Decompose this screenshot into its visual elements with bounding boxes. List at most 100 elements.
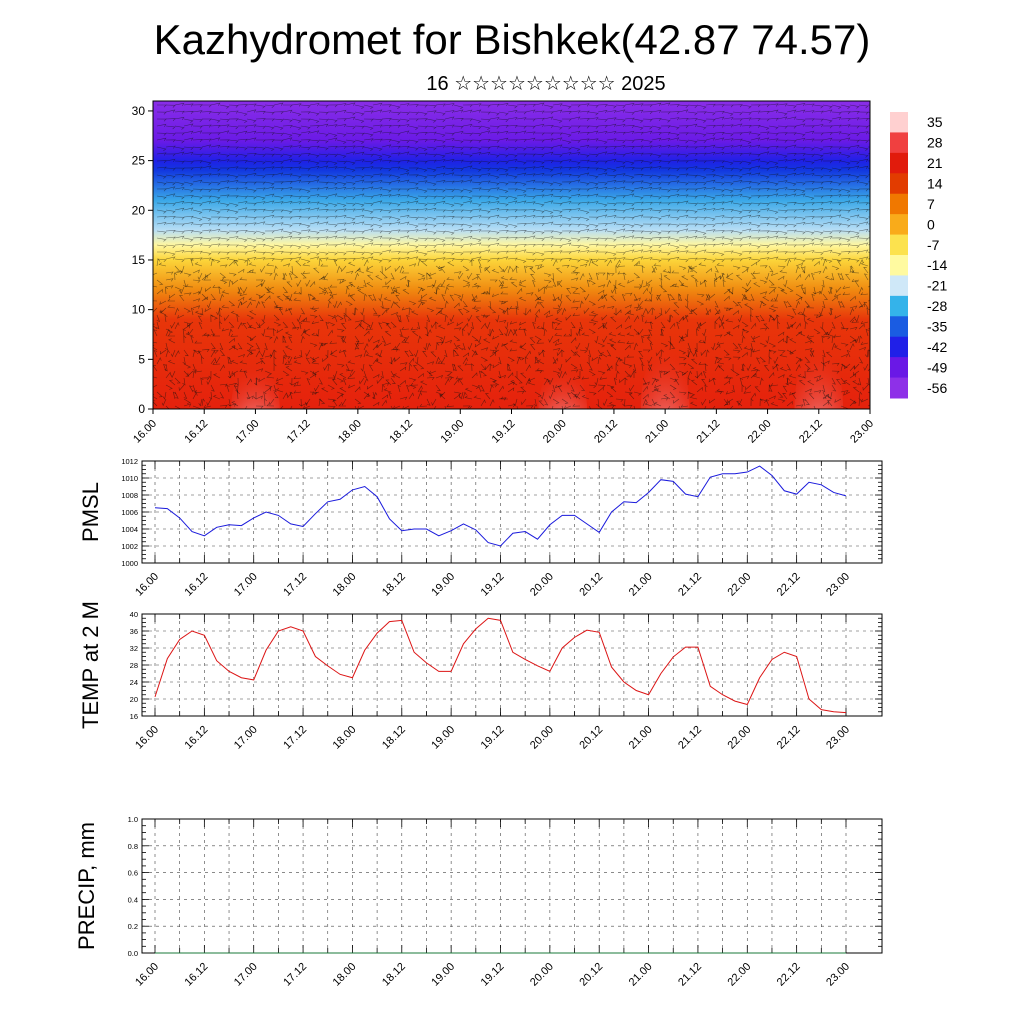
wind-barb [849, 200, 860, 204]
wind-barb [523, 307, 527, 316]
wind-barb [453, 394, 461, 400]
wind-barb [183, 307, 191, 313]
wind-barb [363, 174, 374, 179]
wind-barb [480, 244, 491, 248]
wind-barb [696, 167, 707, 171]
wind-barb [291, 272, 299, 279]
wind-barb [237, 207, 248, 211]
wind-barb [291, 201, 302, 205]
legend-label: 21 [927, 155, 943, 171]
y-axis-label: PMSL [78, 482, 103, 542]
wind-barb [624, 235, 635, 239]
wind-barb [798, 380, 806, 386]
wind-barb [597, 237, 608, 241]
wind-barb [507, 244, 518, 248]
wind-barb [647, 356, 653, 364]
x-tick-label: 18.12 [380, 961, 408, 989]
wind-barb [293, 291, 302, 295]
wind-barb [471, 125, 482, 130]
wind-barb [579, 181, 590, 186]
wind-barb [237, 153, 248, 158]
wind-barb [165, 384, 173, 390]
wind-barb [453, 378, 460, 386]
wind-barb [786, 363, 791, 371]
wind-barb [561, 242, 572, 246]
wind-barb [552, 172, 563, 176]
wind-barb [333, 300, 338, 309]
wind-barb [743, 390, 752, 394]
wind-barb [477, 335, 482, 344]
wind-barb [372, 314, 381, 318]
wind-barb [615, 209, 626, 213]
wind-barb [372, 124, 383, 128]
wind-barb [500, 285, 509, 289]
wind-barb [687, 251, 698, 255]
wind-barb [846, 349, 851, 358]
wind-barb [357, 289, 365, 295]
legend-label: 14 [927, 176, 943, 192]
wind-barb [588, 272, 593, 280]
wind-barb [615, 202, 626, 206]
wind-barb [318, 209, 329, 212]
wind-barb [615, 153, 626, 157]
wind-barb [543, 151, 554, 155]
wind-barb [498, 167, 509, 172]
wind-barb [489, 328, 495, 337]
wind-barb [291, 166, 302, 170]
wind-barb [309, 207, 320, 211]
wind-barb [552, 160, 563, 164]
wind-barb [507, 230, 518, 234]
wind-barb [667, 293, 671, 302]
wind-barb [363, 256, 374, 260]
wind-barb [684, 293, 689, 302]
wind-barb [723, 117, 734, 121]
wind-barb [561, 258, 572, 261]
wind-barb [750, 258, 761, 263]
wind-barb [570, 307, 579, 311]
wind-barb [462, 342, 466, 351]
wind-barb [660, 181, 671, 185]
wind-barb [165, 202, 176, 207]
wind-barb [363, 202, 374, 207]
wind-barb [426, 342, 431, 351]
wind-barb [219, 293, 224, 302]
wind-barb [705, 208, 716, 212]
wind-barb [237, 244, 248, 249]
wind-barb [716, 360, 725, 365]
wind-barb [824, 275, 833, 281]
wind-barb [777, 286, 786, 292]
wind-barb [858, 237, 869, 241]
wind-barb [840, 188, 851, 194]
wind-barb [408, 392, 414, 400]
wind-barb [687, 174, 698, 178]
wind-barb [834, 398, 842, 403]
wind-barb [192, 269, 200, 274]
wind-barb [768, 372, 775, 379]
wind-barb [714, 124, 725, 128]
wind-barb [651, 258, 662, 263]
wind-barb [561, 152, 572, 156]
wind-barb [437, 310, 446, 316]
wind-barb [444, 180, 455, 184]
wind-barb [309, 391, 318, 395]
wind-barb [480, 356, 488, 362]
grid [142, 818, 882, 954]
wind-barb [509, 306, 518, 309]
x-tick-label: 19.00 [429, 724, 457, 752]
wind-barb [669, 117, 680, 121]
wind-barb [435, 125, 446, 130]
wind-barb [653, 401, 662, 407]
wind-barb [426, 258, 437, 262]
wind-barb [471, 139, 482, 143]
wind-barb [561, 111, 572, 114]
wind-barb [516, 160, 527, 165]
wind-barb [156, 195, 167, 200]
wind-barb [849, 195, 860, 199]
wind-barb [660, 242, 671, 246]
wind-barb [327, 286, 333, 294]
wind-barb [510, 380, 518, 386]
wind-barb [588, 186, 599, 190]
wind-barb [318, 236, 329, 240]
wind-barb [232, 279, 239, 285]
wind-barb [770, 298, 779, 302]
